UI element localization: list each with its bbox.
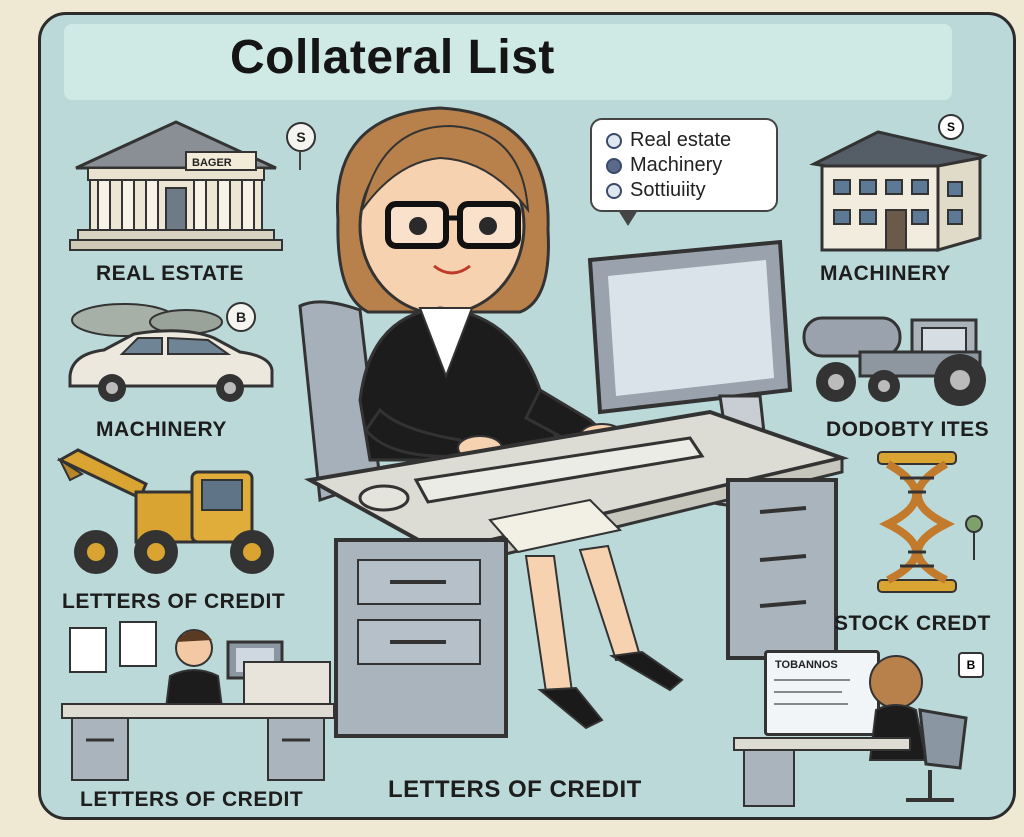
office-worker-illustration	[61, 621, 335, 781]
machinery-right-label: MACHINERY	[820, 262, 951, 285]
title-banner	[64, 24, 952, 100]
letters-of-credit-bottom-left-label: LETTERS OF CREDIT	[80, 788, 304, 811]
bank-sign-text: BAGER	[192, 157, 232, 169]
page-title: Collateral List	[230, 31, 555, 84]
radio-bullet-icon	[606, 182, 622, 199]
pin-stem	[299, 152, 301, 170]
radio-bullet-icon	[606, 157, 622, 174]
speech-item-machinery: Machinery	[606, 153, 776, 178]
office-worker-right-illustration	[733, 655, 968, 807]
dodobty-ites-label: DODOBTY ITES	[826, 418, 990, 441]
stock-credt-label: STOCK CREDT	[834, 612, 991, 635]
speech-item-label: Sottiuiity	[630, 179, 706, 201]
pin-icon: B	[226, 302, 256, 332]
monitor-tag-text: TOBANNOS	[775, 659, 838, 671]
dna-helix-icon	[877, 451, 983, 593]
letters-of-credit-left-label: LETTERS OF CREDIT	[62, 590, 286, 613]
speech-item-label: Machinery	[630, 154, 723, 176]
speech-bubble: Real estate Machinery Sottiuiity	[590, 118, 778, 226]
real-estate-label: REAL ESTATE	[96, 262, 244, 285]
car-illustration	[68, 303, 274, 402]
machinery-left-label: MACHINERY	[96, 418, 227, 441]
letters-of-credit-center-label: LETTERS OF CREDIT	[388, 776, 642, 803]
bank-building-illustration: BAGER	[69, 120, 283, 251]
excavator-illustration	[56, 448, 274, 574]
main-banker-woman-illustration	[298, 106, 850, 738]
pin-icon: S	[938, 114, 964, 140]
speech-item-security: Sottiuiity	[606, 178, 776, 203]
house-illustration	[809, 130, 988, 252]
pin-icon: S	[286, 122, 316, 152]
pin-icon: B	[958, 652, 984, 678]
tractor-illustration	[802, 316, 986, 406]
speech-item-label: Real estate	[630, 129, 732, 151]
speech-item-real-estate: Real estate	[606, 128, 776, 153]
radio-bullet-icon	[606, 132, 622, 149]
